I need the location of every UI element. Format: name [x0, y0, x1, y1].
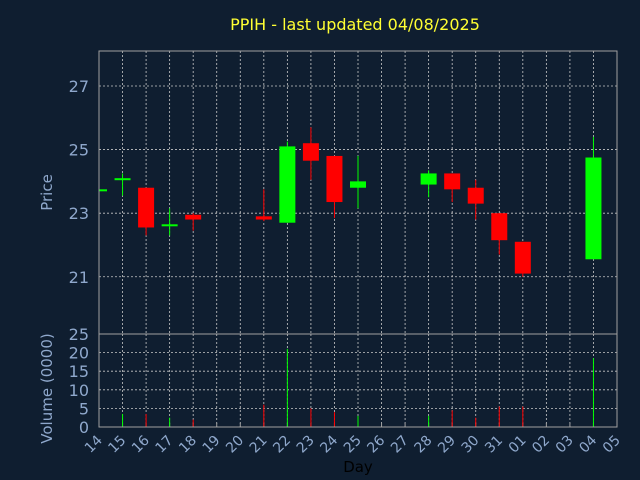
- x-tick-label: 02: [529, 433, 553, 457]
- candle-body: [255, 216, 272, 220]
- x-tick-label: 28: [412, 433, 436, 457]
- volume-axis-label: Volume (0000): [38, 333, 56, 443]
- candle-body: [138, 187, 155, 228]
- x-tick-label: 05: [600, 433, 624, 457]
- x-tick-label: 19: [200, 433, 224, 457]
- candle-body: [114, 178, 131, 181]
- x-tick-label: 24: [317, 432, 341, 456]
- price-tick-label: 21: [69, 268, 89, 287]
- candle-body: [279, 146, 296, 223]
- x-tick-label: 16: [129, 432, 153, 456]
- candle-body: [185, 214, 202, 220]
- chart-title: PPIH - last updated 04/08/2025: [230, 15, 480, 34]
- volume-tick-label: 20: [69, 344, 89, 363]
- x-tick-label: 03: [553, 433, 577, 457]
- x-tick-label: 21: [247, 433, 271, 457]
- x-tick-label: 04: [576, 432, 600, 456]
- candle-body: [326, 155, 343, 203]
- price-tick-label: 25: [69, 141, 89, 160]
- volume-tick-label: 10: [69, 381, 89, 400]
- x-axis-label: Day: [343, 458, 373, 476]
- candle-body: [444, 173, 461, 190]
- x-tick-label: 23: [294, 433, 318, 457]
- x-tick-label: 22: [270, 433, 294, 457]
- x-tick-label: 01: [506, 433, 530, 457]
- x-tick-label: 17: [153, 433, 177, 457]
- candle-body: [99, 189, 107, 192]
- price-tick-label: 23: [69, 204, 89, 223]
- x-axis: 14 15 16 17 18 19 20 21 22 23 24 25 26 27 28 29 30 31 01 02…: [82, 423, 624, 456]
- candle-body: [514, 241, 531, 274]
- x-tick-label: 27: [388, 433, 412, 457]
- volume-grid: [99, 334, 617, 427]
- x-tick-label: 30: [459, 433, 483, 457]
- candle-body: [585, 157, 602, 260]
- candles: [98, 127, 602, 277]
- volume-panel-frame: [98, 333, 618, 428]
- candle-body: [350, 181, 366, 188]
- x-tick-label: 26: [364, 432, 388, 456]
- x-tick-label: 20: [223, 433, 247, 457]
- candle-body: [420, 173, 437, 185]
- price-tick-label: 27: [69, 77, 89, 96]
- price-y-axis: 21 23 25 27: [69, 77, 89, 287]
- volume-tick-label: 15: [69, 362, 89, 381]
- candle-body: [491, 213, 508, 241]
- x-tick-label: 18: [176, 433, 200, 457]
- x-tick-label: 25: [341, 433, 365, 457]
- candle-body: [161, 224, 178, 227]
- volume-bars: [98, 348, 594, 427]
- price-axis-label: Price: [38, 174, 56, 211]
- candle-body: [302, 143, 319, 161]
- volume-tick-label: 25: [69, 325, 89, 344]
- x-tick-label: 31: [482, 433, 506, 457]
- volume-tick-label: 5: [79, 399, 89, 418]
- volume-tick-label: 0: [79, 418, 89, 437]
- x-tick-label: 29: [435, 433, 459, 457]
- x-tick-label: 15: [105, 433, 129, 457]
- candle-body: [467, 187, 484, 204]
